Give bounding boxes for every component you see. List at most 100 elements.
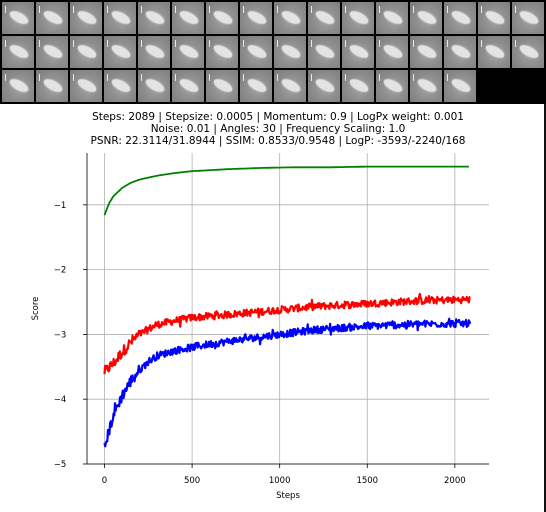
thumbnail-marker	[39, 74, 40, 81]
thumbnail-image	[36, 36, 68, 68]
thumbnail-marker	[209, 40, 210, 47]
green-series-line	[103, 165, 469, 216]
y-tick-label: −4	[54, 395, 67, 405]
x-tick-label: 0	[102, 476, 107, 486]
thumbnail-image	[274, 70, 306, 102]
thumbnail-marker	[311, 6, 312, 13]
thumbnail-marker	[5, 40, 6, 47]
thumbnail-marker	[175, 6, 176, 13]
thumbnail-image	[240, 2, 272, 34]
thumbnail-image	[274, 36, 306, 68]
header-line-2: Noise: 0.01 | Angles: 30 | Frequency Sca…	[150, 123, 406, 135]
blue-series-line	[103, 317, 472, 448]
thumbnail-marker	[481, 40, 482, 47]
x-axis-label: Steps	[276, 491, 300, 501]
thumbnail-image	[104, 2, 136, 34]
thumbnail-marker	[243, 6, 244, 13]
thumbnail-image	[308, 70, 340, 102]
thumbnail-image	[444, 70, 476, 102]
thumbnail-image	[36, 70, 68, 102]
thumbnail-marker	[39, 40, 40, 47]
thumbnail-image	[376, 70, 408, 102]
thumbnail-image	[104, 36, 136, 68]
thumbnail-image	[206, 36, 238, 68]
thumbnail-marker	[379, 6, 380, 13]
thumbnail-marker	[413, 6, 414, 13]
thumbnail-strip	[0, 0, 546, 104]
thumbnail-marker	[107, 74, 108, 81]
thumbnail-image	[240, 70, 272, 102]
thumbnail-marker	[107, 6, 108, 13]
thumbnail-image	[376, 36, 408, 68]
thumbnail-image	[138, 2, 170, 34]
thumbnail-image	[512, 36, 544, 68]
thumbnail-marker	[413, 40, 414, 47]
thumbnail-image	[172, 70, 204, 102]
header-line-1: Steps: 2089 | Stepsize: 0.0005 | Momentu…	[92, 111, 464, 123]
thumbnail-image	[410, 2, 442, 34]
thumbnail-marker	[73, 40, 74, 47]
thumbnail-image	[206, 2, 238, 34]
thumbnail-marker	[515, 40, 516, 47]
thumbnail-marker	[277, 40, 278, 47]
thumbnail-marker	[447, 6, 448, 13]
thumbnail-marker	[73, 74, 74, 81]
thumbnail-marker	[39, 6, 40, 13]
x-tick-label: 500	[184, 476, 200, 486]
x-tick-label: 1500	[356, 476, 378, 486]
thumbnail-image	[308, 2, 340, 34]
thumbnail-marker	[447, 74, 448, 81]
thumbnail-image	[70, 36, 102, 68]
thumbnail-image	[478, 2, 510, 34]
thumbnail-image	[240, 36, 272, 68]
thumbnail-marker	[345, 74, 346, 81]
thumbnail-image	[138, 70, 170, 102]
thumbnail-marker	[243, 40, 244, 47]
thumbnail-marker	[5, 6, 6, 13]
thumbnail-marker	[209, 74, 210, 81]
red-series-line	[103, 292, 471, 375]
thumbnail-image	[36, 2, 68, 34]
thumbnail-marker	[379, 74, 380, 81]
thumbnail-image	[172, 36, 204, 68]
right-border	[544, 104, 546, 512]
y-tick-label: −3	[54, 330, 67, 340]
thumbnail-image	[172, 2, 204, 34]
thumbnail-marker	[413, 74, 414, 81]
thumbnail-marker	[175, 40, 176, 47]
thumbnail-image	[376, 2, 408, 34]
thumbnail-marker	[175, 74, 176, 81]
thumbnail-marker	[141, 6, 142, 13]
thumbnail-image	[2, 2, 34, 34]
thumbnail-marker	[141, 40, 142, 47]
thumbnail-image	[206, 70, 238, 102]
thumbnail-marker	[345, 40, 346, 47]
thumbnail-marker	[277, 6, 278, 13]
thumbnail-image	[478, 36, 510, 68]
thumbnail-image	[138, 36, 170, 68]
thumbnail-image	[2, 70, 34, 102]
chart-header: Steps: 2089 | Stepsize: 0.0005 | Momentu…	[0, 111, 546, 147]
thumbnail-marker	[107, 40, 108, 47]
thumbnail-marker	[481, 6, 482, 13]
y-tick-label: −5	[54, 460, 67, 470]
y-tick-label: −1	[54, 201, 67, 211]
thumbnail-image	[512, 2, 544, 34]
thumbnail-image	[444, 36, 476, 68]
thumbnail-marker	[5, 74, 6, 81]
thumbnail-image	[104, 70, 136, 102]
thumbnail-marker	[311, 74, 312, 81]
thumbnail-image	[342, 70, 374, 102]
thumbnail-image	[70, 70, 102, 102]
y-tick-label: −2	[54, 266, 67, 276]
thumbnail-marker	[73, 6, 74, 13]
thumbnail-image	[410, 70, 442, 102]
thumbnail-image	[342, 36, 374, 68]
thumbnail-marker	[345, 6, 346, 13]
thumbnail-image	[2, 36, 34, 68]
thumbnail-marker	[243, 74, 244, 81]
header-line-3: PSNR: 22.3114/31.8944 | SSIM: 0.8533/0.9…	[90, 135, 466, 147]
thumbnail-image	[70, 2, 102, 34]
thumbnail-marker	[447, 40, 448, 47]
